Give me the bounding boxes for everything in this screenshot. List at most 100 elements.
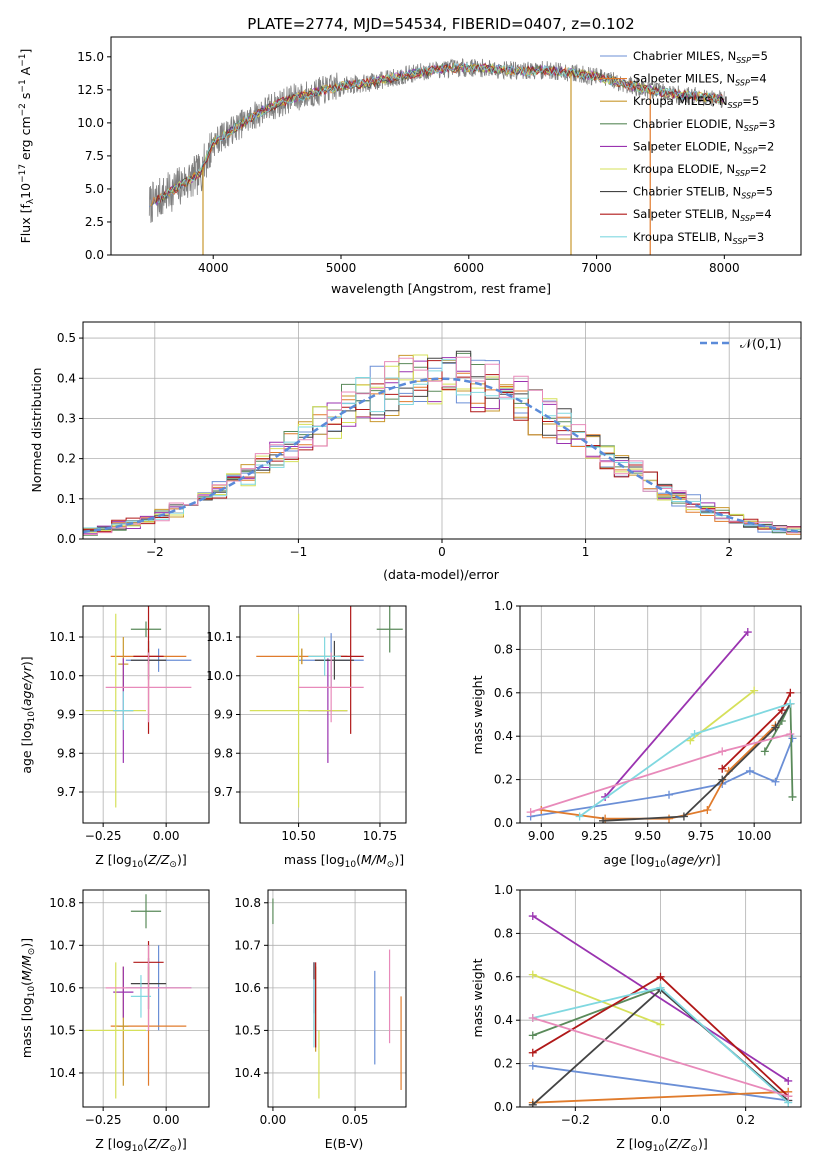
x-tick-label: 10.75: [363, 829, 397, 843]
x-tick-label: 0.00: [153, 1113, 180, 1127]
y-tick-label: 10.6: [49, 981, 76, 995]
legend-label: Kroupa ELODIE, NSSP=2: [633, 162, 767, 178]
massweight-point: [718, 775, 727, 784]
massweight-point: [665, 790, 674, 799]
axes-frame: [82, 889, 210, 1108]
y-tick-label: 10.8: [234, 896, 261, 910]
residuals-legend: 𝒩(0,1): [700, 336, 782, 351]
plot-area: [83, 350, 801, 536]
massweight-vs-age-ylabel: mass weight: [470, 675, 485, 754]
legend-label: Salpeter MILES, NSSP=4: [633, 72, 767, 88]
x-tick-label: −0.25: [85, 1113, 122, 1127]
residuals-xlabel: (data-model)/error: [383, 567, 500, 582]
y-tick-label: 0.4: [494, 1013, 513, 1027]
legend-label-count: =5: [751, 49, 768, 63]
y-tick-label: 0.4: [57, 371, 76, 385]
x-tick-label: 9.25: [581, 829, 608, 843]
spectrum-title: PLATE=2774, MJD=54534, FIBERID=0407, z=0…: [247, 15, 634, 33]
spectrum-xlabel: wavelength [Angstrom, rest frame]: [331, 281, 551, 296]
massweight-series-line: [532, 915, 789, 1082]
y-tick-label: 1.0: [494, 599, 513, 613]
legend-label: Chabrier STELIB, NSSP=5: [633, 185, 773, 201]
y-tick-label: 0.8: [494, 926, 513, 940]
y-tick-label: 10.7: [49, 938, 76, 952]
massweight-point: [760, 747, 769, 756]
y-tick-label: 0.2: [494, 1057, 513, 1071]
x-tick-label: 8000: [709, 261, 740, 275]
massweight-point: [786, 730, 795, 739]
mass-vs-EBV-panel: 0.00 0.05 10.4 10.5 10.6 10.7 10.8: [234, 889, 407, 1127]
massweight-point: [679, 812, 688, 821]
massweight-point: [771, 723, 780, 732]
x-tick-label: 1: [582, 545, 590, 559]
y-tick-label: 0.2: [57, 452, 76, 466]
age-vs-mass-panel: 10.50 10.75 9.7 9.8 9.9 10.0 10.1: [206, 605, 407, 843]
y-tick-label: 12.5: [77, 83, 104, 97]
y-tick-label: 10.5: [234, 1023, 261, 1037]
x-tick-label: 7000: [581, 261, 612, 275]
legend-label-count: =4: [750, 72, 767, 86]
massweight-point: [777, 706, 786, 715]
plot-area: [526, 628, 797, 823]
legend-label-count: =3: [759, 117, 776, 131]
massweight-point: [784, 1076, 793, 1085]
plot-area: [272, 898, 402, 1099]
residuals-ylabel: Normed distribution: [29, 368, 44, 493]
y-tick-label: 10.5: [49, 1023, 76, 1037]
y-tick-label: 10.7: [234, 938, 261, 952]
massweight-point: [656, 972, 665, 981]
massweight-point: [528, 970, 537, 979]
massweight-point: [718, 764, 727, 773]
massweight-point: [526, 808, 535, 817]
massweight-point: [528, 1061, 537, 1070]
massweight-series-line: [532, 986, 661, 1037]
residual-histogram-step: [83, 356, 801, 535]
normal-curve-legend-label: 𝒩(0,1): [740, 336, 782, 351]
massweight-point: [788, 792, 797, 801]
y-tick-label: 9.8: [214, 746, 233, 760]
age-vs-Z-panel: −0.25 0.00 9.7 9.8 9.9 10.0 10.1: [49, 605, 210, 843]
x-tick-label: −2: [146, 545, 164, 559]
legend-label-subscript: SSP: [735, 79, 750, 88]
legend-label: Kroupa MILES, NSSP=5: [633, 94, 759, 110]
x-tick-label: 10.00: [737, 829, 771, 843]
massweight-vs-Z-xlabel: Z [log10(Z/Z⊙)]: [616, 1136, 707, 1154]
massweight-vs-Z-ylabel: mass weight: [470, 958, 485, 1037]
y-tick-label: 0.2: [494, 773, 513, 787]
mass-vs-Z-xlabel: Z [log10(Z/Z⊙)]: [95, 1136, 186, 1154]
massweight-point: [743, 628, 752, 637]
x-tick-label: −0.2: [561, 1113, 590, 1127]
massweight-point: [750, 686, 759, 695]
y-tick-label: 10.4: [234, 1066, 261, 1080]
y-tick-label: 10.0: [49, 669, 76, 683]
massweight-point: [528, 1048, 537, 1057]
massweight-point: [786, 699, 795, 708]
y-tick-label: 9.9: [57, 708, 76, 722]
massweight-point: [690, 730, 699, 739]
legend-label-text: Salpeter ELODIE, N: [633, 139, 743, 153]
legend-label-subscript: SSP: [733, 237, 748, 246]
spectrum-panel: 4000 5000 6000 7000 8000 0.0 2.5 5.0 7.5 10.0 12.5…: [77, 36, 802, 275]
plot-area: [85, 606, 192, 808]
massweight-series-line: [532, 1017, 789, 1098]
residuals-panel: −2 −1 0 1 2 0.0 0.1 0.2 0.3 0.4 0.5: [57, 321, 802, 559]
plot-area: [528, 912, 793, 1107]
mass-vs-EBV-xlabel: E(B-V): [325, 1136, 364, 1151]
massweight-vs-age-panel: 9.00 9.25 9.50 9.75 10.00 0.0 0.2 0.4 0.6 0.8 1.0: [494, 599, 802, 843]
legend-label-subscript: SSP: [743, 146, 758, 155]
y-tick-label: 9.7: [57, 785, 76, 799]
massweight-point: [599, 816, 608, 823]
legend-label: Salpeter ELODIE, NSSP=2: [633, 139, 774, 155]
axes-frame: [267, 889, 407, 1108]
legend-label: Salpeter STELIB, NSSP=4: [633, 207, 772, 223]
legend-label-subscript: SSP: [740, 214, 755, 223]
legend-label-subscript: SSP: [735, 169, 750, 178]
model-spectrum-line: [156, 63, 724, 204]
age-vs-Z-ylabel: age [log10(age/yr)]: [19, 656, 37, 773]
massweight-point: [788, 734, 797, 743]
massweight-point: [665, 814, 674, 823]
massweight-series-line: [532, 1064, 789, 1102]
axes-frame: [110, 36, 802, 256]
legend-label-subscript: SSP: [744, 124, 759, 133]
x-tick-label: −1: [290, 545, 308, 559]
